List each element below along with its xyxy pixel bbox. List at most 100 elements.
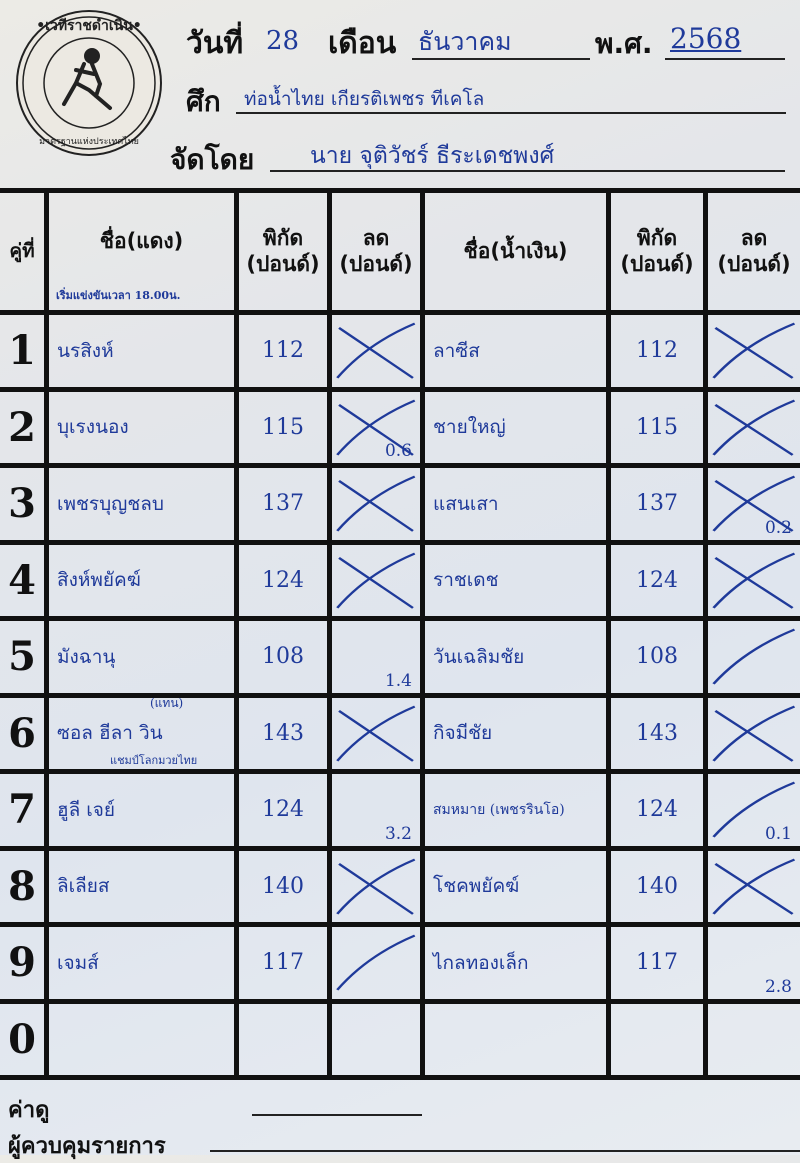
blue-fighter-name: สมหมาย (เพชรรินโอ) xyxy=(433,801,565,818)
month-label: เดือน xyxy=(328,26,397,61)
blue-weigh-in-mark xyxy=(708,392,800,464)
date-year: 2568 xyxy=(670,22,742,55)
date-label: วันที่ xyxy=(186,26,244,61)
red-fighter-note: (แทน) xyxy=(150,695,184,710)
blue-weight: 115 xyxy=(636,414,678,440)
blue-weight: 137 xyxy=(636,491,678,517)
pair-number: 2 xyxy=(8,403,36,451)
blue-weight: 124 xyxy=(636,797,678,823)
organizer-label: จัดโดย xyxy=(170,143,255,176)
pair-number: 8 xyxy=(8,862,36,910)
blue-weigh-in-mark xyxy=(708,1004,800,1076)
red-fighter-name: มังฉานุ xyxy=(57,645,116,668)
blue-fighter-name: ไกลทองเล็ก xyxy=(433,951,529,974)
svg-text:•เวทีราชดำเนิน•: •เวทีราชดำเนิน• xyxy=(36,18,142,34)
blue-weigh-in-mark xyxy=(708,851,800,923)
controller-label: ผู้ควบคุมรายการ xyxy=(8,1134,166,1159)
red-weight xyxy=(239,1004,327,1076)
start-time-note: เริ่มแข่งขันเวลา 18.00น. xyxy=(56,289,181,302)
date-month: ธันวาคม xyxy=(418,27,512,56)
pair-number: 1 xyxy=(8,327,36,375)
blue-weigh-in-mark xyxy=(708,545,800,617)
header-blue-weight: พิกัด (ปอนด์) xyxy=(620,226,694,276)
red-fighter-name: บุเรงนอง xyxy=(57,416,129,439)
pair-number: 0 xyxy=(8,1015,36,1063)
blue-weight: 108 xyxy=(636,644,678,670)
red-weigh-in-mark: 0.6 xyxy=(332,392,420,464)
red-weight: 124 xyxy=(262,797,304,823)
red-weigh-in-mark xyxy=(332,545,420,617)
header-red-reduce: ลด (ปอนด์) xyxy=(339,226,413,276)
blue-weigh-in-mark: 0.2 xyxy=(708,468,800,540)
blue-weight: 143 xyxy=(636,720,678,746)
blue-fighter-name: แสนเสา xyxy=(433,492,499,515)
header-red-weight: พิกัด (ปอนด์) xyxy=(246,226,320,276)
pair-number: 6 xyxy=(8,709,36,757)
red-weigh-in-mark xyxy=(332,1004,420,1076)
svg-text:มาตรฐานแห่งประเทศไทย: มาตรฐานแห่งประเทศไทย xyxy=(39,136,139,147)
header-pair: คู่ที่ xyxy=(9,240,35,263)
red-weigh-in-mark: 1.4 xyxy=(332,621,420,693)
red-weight: 115 xyxy=(262,414,304,440)
blue-fighter-name: ราชเดช xyxy=(433,569,499,592)
red-deduction: 0.6 xyxy=(384,441,412,461)
blue-fighter-name: โชคพยัคฆ์ xyxy=(433,875,520,898)
red-weigh-in-mark xyxy=(332,698,420,770)
blue-fighter-name: ลาซีส xyxy=(433,339,480,362)
blue-deduction: 2.8 xyxy=(764,976,792,997)
red-deduction: 1.4 xyxy=(384,670,412,691)
red-weigh-in-mark xyxy=(332,315,420,387)
red-fighter-name: ฮูลี เจย์ xyxy=(57,798,116,821)
red-weight: 137 xyxy=(262,491,304,517)
blue-weight: 124 xyxy=(636,567,678,593)
red-weigh-in-mark: 3.2 xyxy=(332,774,420,846)
stadium-logo: •เวทีราชดำเนิน• มาตรฐานแห่งประเทศไทย xyxy=(14,8,164,158)
red-fighter-name: ซอล ฮีลา วิน xyxy=(57,722,163,745)
event-label: ศึก xyxy=(186,85,221,118)
organizer-name: นาย จุติวัชร์ ธีระเดชพงศ์ xyxy=(310,143,555,169)
blue-fighter-name: กิจมีชัย xyxy=(433,722,493,745)
fee-label: ค่าดู xyxy=(8,1098,50,1123)
blue-weigh-in-mark xyxy=(708,698,800,770)
red-weigh-in-mark xyxy=(332,851,420,923)
blue-weight xyxy=(611,1004,703,1076)
red-weigh-in-mark xyxy=(332,468,420,540)
blue-weigh-in-mark xyxy=(708,621,800,693)
blue-deduction: 0.2 xyxy=(764,517,792,538)
red-deduction: 3.2 xyxy=(384,823,412,844)
red-fighter-name: ลิเลียส xyxy=(57,875,110,898)
blue-fighter-name: ชายใหญ่ xyxy=(433,416,506,439)
pair-number: 9 xyxy=(8,939,36,987)
red-weight: 117 xyxy=(262,950,304,976)
blue-weigh-in-mark: 2.8 xyxy=(708,927,800,999)
red-fighter-name xyxy=(49,1004,234,1076)
red-fighter-name: นรสิงห์ xyxy=(57,339,114,362)
red-weight: 140 xyxy=(262,873,304,899)
blue-weigh-in-mark xyxy=(708,315,800,387)
year-label: พ.ศ. xyxy=(595,27,653,60)
blue-deduction: 0.1 xyxy=(764,823,792,844)
red-fighter-name: เจมส์ xyxy=(57,951,99,974)
red-fighter-subtitle: แชมป์โลกมวยไทย xyxy=(110,754,198,767)
event-name: ท่อน้ำไทย เกียรติเพชร ทีเคโล xyxy=(244,88,485,110)
pair-number: 4 xyxy=(8,556,36,604)
red-weigh-in-mark xyxy=(332,927,420,999)
blue-weigh-in-mark: 0.1 xyxy=(708,774,800,846)
header-blue-reduce: ลด (ปอนด์) xyxy=(717,226,791,276)
red-weight: 112 xyxy=(262,338,304,364)
blue-weight: 112 xyxy=(636,338,678,364)
red-weight: 124 xyxy=(262,567,304,593)
header-red-name: ชื่อ(แดง) xyxy=(99,228,184,253)
red-fighter-name: เพชรบุญชลบ xyxy=(57,492,164,515)
red-weight: 108 xyxy=(262,644,304,670)
red-fighter-name: สิงห์พยัคฆ์ xyxy=(57,569,141,592)
blue-weight: 140 xyxy=(636,873,678,899)
blue-fighter-name: วันเฉลิมชัย xyxy=(433,645,525,668)
pair-number: 5 xyxy=(8,633,36,681)
blue-weight: 117 xyxy=(636,950,678,976)
header-blue-name: ชื่อ(น้ำเงิน) xyxy=(463,238,568,263)
blue-fighter-name xyxy=(425,1004,606,1076)
date-day: 28 xyxy=(266,26,300,56)
red-weight: 143 xyxy=(262,720,304,746)
pair-number: 3 xyxy=(8,480,36,528)
